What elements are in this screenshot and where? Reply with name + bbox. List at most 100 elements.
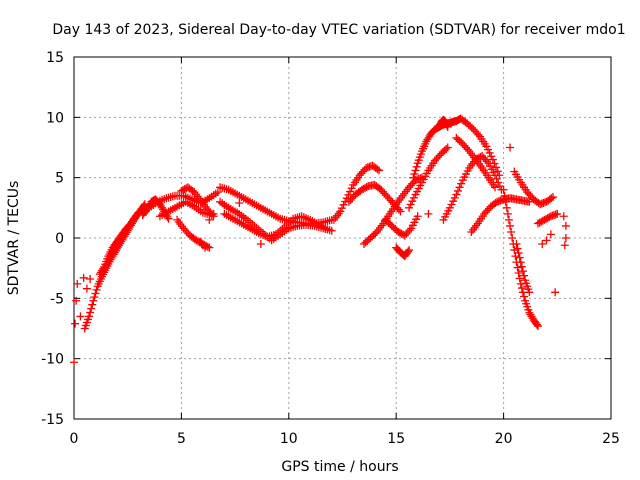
x-tick-label: 10: [280, 431, 298, 447]
data-point: [515, 274, 524, 283]
data-point: [70, 358, 78, 367]
data-point: [409, 193, 418, 202]
data-point: [485, 148, 494, 157]
data-point: [339, 200, 348, 209]
data-point: [482, 142, 491, 151]
data-point: [98, 264, 107, 273]
data-point: [90, 293, 99, 302]
data-point: [546, 230, 555, 239]
data-point: [405, 226, 414, 235]
y-tick-label: -10: [41, 352, 64, 368]
data-point: [445, 203, 454, 212]
data-point: [491, 183, 500, 192]
series-peak-cluster: [435, 115, 452, 131]
data-point: [515, 253, 524, 262]
series-early-outliers: [70, 273, 95, 367]
data-point: [337, 204, 346, 213]
series-after-noon: [329, 161, 384, 224]
data-point: [452, 190, 461, 199]
data-point: [457, 179, 466, 188]
data-point: [449, 197, 458, 206]
data-point: [502, 203, 511, 212]
data-point: [396, 207, 405, 216]
data-point: [79, 273, 88, 282]
data-point: [455, 183, 464, 192]
y-tick-label: -5: [50, 291, 64, 307]
y-tick-label: 5: [55, 171, 64, 187]
data-point: [72, 296, 81, 305]
series-low-arc-2: [467, 194, 534, 236]
x-tick-label: 15: [387, 431, 405, 447]
data-point: [424, 209, 433, 218]
data-point: [512, 240, 521, 249]
data-point: [517, 284, 526, 293]
series-peak-fall-b: [452, 133, 500, 192]
data-point: [559, 212, 568, 221]
data-point: [443, 143, 452, 152]
data-point: [412, 162, 421, 171]
data-point: [413, 212, 422, 221]
data-point: [92, 285, 101, 294]
data-point: [520, 271, 529, 280]
data-point: [373, 165, 382, 174]
data-point: [474, 130, 483, 139]
data-point: [443, 122, 452, 131]
series-low-arc: [439, 151, 506, 224]
y-tick-label: 10: [46, 110, 64, 126]
series-late-drop-2: [512, 240, 534, 297]
data-point: [508, 234, 517, 242]
series-swirl-c: [381, 212, 422, 240]
series-dip: [392, 243, 414, 261]
data-point: [513, 244, 522, 253]
data-point: [561, 221, 570, 230]
data-point: [405, 246, 414, 255]
x-tick-label: 5: [177, 431, 186, 447]
data-point: [82, 284, 91, 293]
data-point: [495, 182, 504, 191]
data-point: [76, 312, 85, 321]
data-point: [533, 322, 542, 331]
data-point: [375, 166, 384, 175]
data-point: [336, 207, 345, 216]
series-hump-c: [177, 183, 218, 221]
data-point: [91, 289, 100, 298]
data-point: [205, 215, 214, 224]
series-mid-c: [220, 209, 332, 241]
data-point: [404, 247, 413, 256]
series-late-outliers: [424, 143, 570, 297]
data-point: [484, 145, 493, 154]
data-point: [547, 194, 556, 203]
series-rise-track: [80, 200, 149, 333]
data-point: [501, 197, 510, 206]
data-point: [504, 215, 513, 224]
data-point: [442, 145, 451, 154]
series-peak-rise-2: [405, 143, 452, 212]
data-point: [256, 240, 265, 249]
y-tick-label: 0: [55, 231, 64, 247]
data-point: [71, 319, 80, 328]
data-point: [447, 200, 456, 209]
data-point: [514, 249, 523, 258]
data-point: [516, 258, 525, 267]
data-point: [503, 209, 512, 218]
data-point: [450, 193, 459, 202]
data-point: [488, 155, 497, 164]
data-point: [409, 173, 418, 182]
data-point: [525, 288, 534, 297]
data-point: [86, 275, 95, 284]
data-point: [201, 243, 210, 252]
series-hump-low: [173, 215, 214, 252]
y-tick-label: -15: [41, 412, 64, 428]
data-point: [549, 192, 558, 201]
series-early-hump-dots: [138, 195, 173, 223]
data-point: [344, 190, 353, 199]
data-point: [520, 292, 529, 301]
data-point: [513, 263, 522, 272]
data-point: [411, 166, 420, 175]
data-point: [406, 200, 415, 209]
data-point: [209, 209, 218, 218]
data-point: [491, 171, 500, 180]
data-point: [492, 163, 501, 172]
x-tick-label: 0: [70, 431, 79, 447]
x-axis-label: GPS time / hours: [281, 459, 398, 475]
